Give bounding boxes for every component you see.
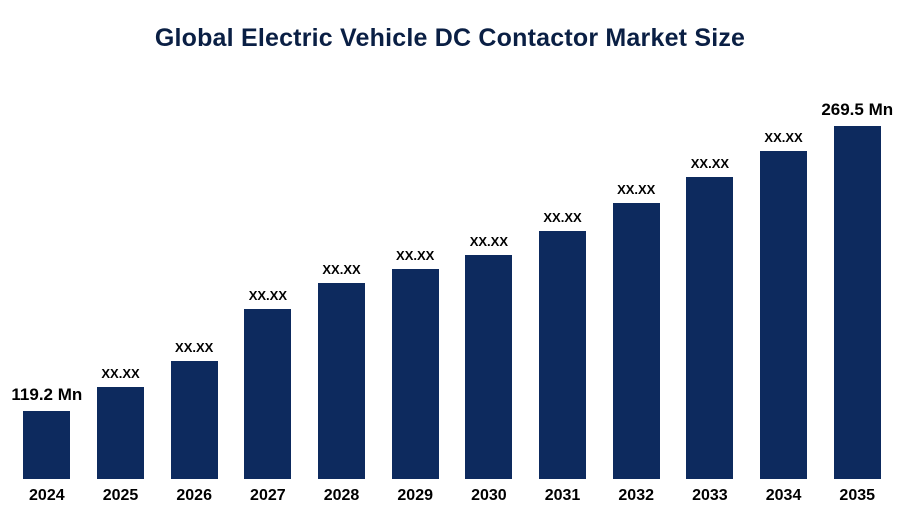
bar-column: XX.XX 2032: [599, 83, 673, 513]
x-axis-label: 2029: [397, 487, 433, 504]
bar-column: XX.XX 2027: [231, 83, 305, 513]
bar: [612, 203, 660, 479]
bar-column: XX.XX 2030: [452, 83, 526, 513]
x-axis-label: 2035: [839, 487, 876, 504]
x-axis-label: 2034: [765, 487, 802, 504]
bar-value-label: XX.XX: [248, 288, 287, 303]
bar: [97, 387, 144, 479]
bar: [170, 361, 218, 479]
x-axis-label: 2025: [102, 487, 139, 504]
bar: [391, 269, 439, 479]
bar: [23, 411, 71, 479]
x-axis-label: 2032: [618, 487, 654, 504]
bar-value-label: XX.XX: [396, 248, 435, 263]
bar-value-label: XX.XX: [469, 234, 509, 249]
bar-value-label: XX.XX: [543, 210, 582, 225]
bar-column: XX.XX 2026: [157, 83, 231, 513]
bar-value-label: XX.XX: [322, 262, 361, 277]
x-axis-label: 2024: [29, 487, 65, 504]
bar-column: XX.XX 2025: [84, 83, 158, 513]
bar-value-label: XX.XX: [764, 130, 803, 145]
bar-value-label: XX.XX: [175, 340, 214, 355]
bar-value-label: 119.2 Mn: [11, 385, 83, 404]
bar-value-label: XX.XX: [617, 182, 656, 197]
bar: [833, 126, 881, 479]
bar-value-label: XX.XX: [690, 156, 730, 171]
bar-column: XX.XX 2031: [526, 83, 600, 513]
bar: [244, 309, 292, 479]
bar-column: 269.5 Mn 2035: [820, 83, 894, 513]
bar-value-label: 269.5 Mn: [821, 100, 894, 119]
x-axis-label: 2030: [471, 487, 507, 504]
bar: [318, 283, 366, 479]
bar: [686, 177, 734, 479]
bar-chart: 119.2 Mn 2024 XX.XX 2025 XX.XX 2026 XX.XX 2027 X…: [10, 83, 894, 513]
bar-column: XX.XX 2028: [305, 83, 379, 513]
x-axis-label: 2031: [544, 487, 581, 504]
bar-column: XX.XX 2034: [747, 83, 821, 513]
bar-value-label: XX.XX: [101, 366, 140, 381]
x-axis-label: 2026: [176, 487, 212, 504]
bar-column: XX.XX 2033: [673, 83, 747, 513]
bar-column: XX.XX 2029: [378, 83, 452, 513]
bar: [760, 151, 808, 479]
chart-title: Global Electric Vehicle DC Contactor Mar…: [154, 24, 746, 52]
bar: [465, 255, 513, 479]
bar-column: 119.2 Mn 2024: [10, 83, 84, 513]
x-axis-label: 2033: [692, 487, 728, 504]
bar: [539, 231, 587, 479]
x-axis-label: 2028: [323, 487, 360, 504]
x-axis-label: 2027: [250, 487, 286, 504]
